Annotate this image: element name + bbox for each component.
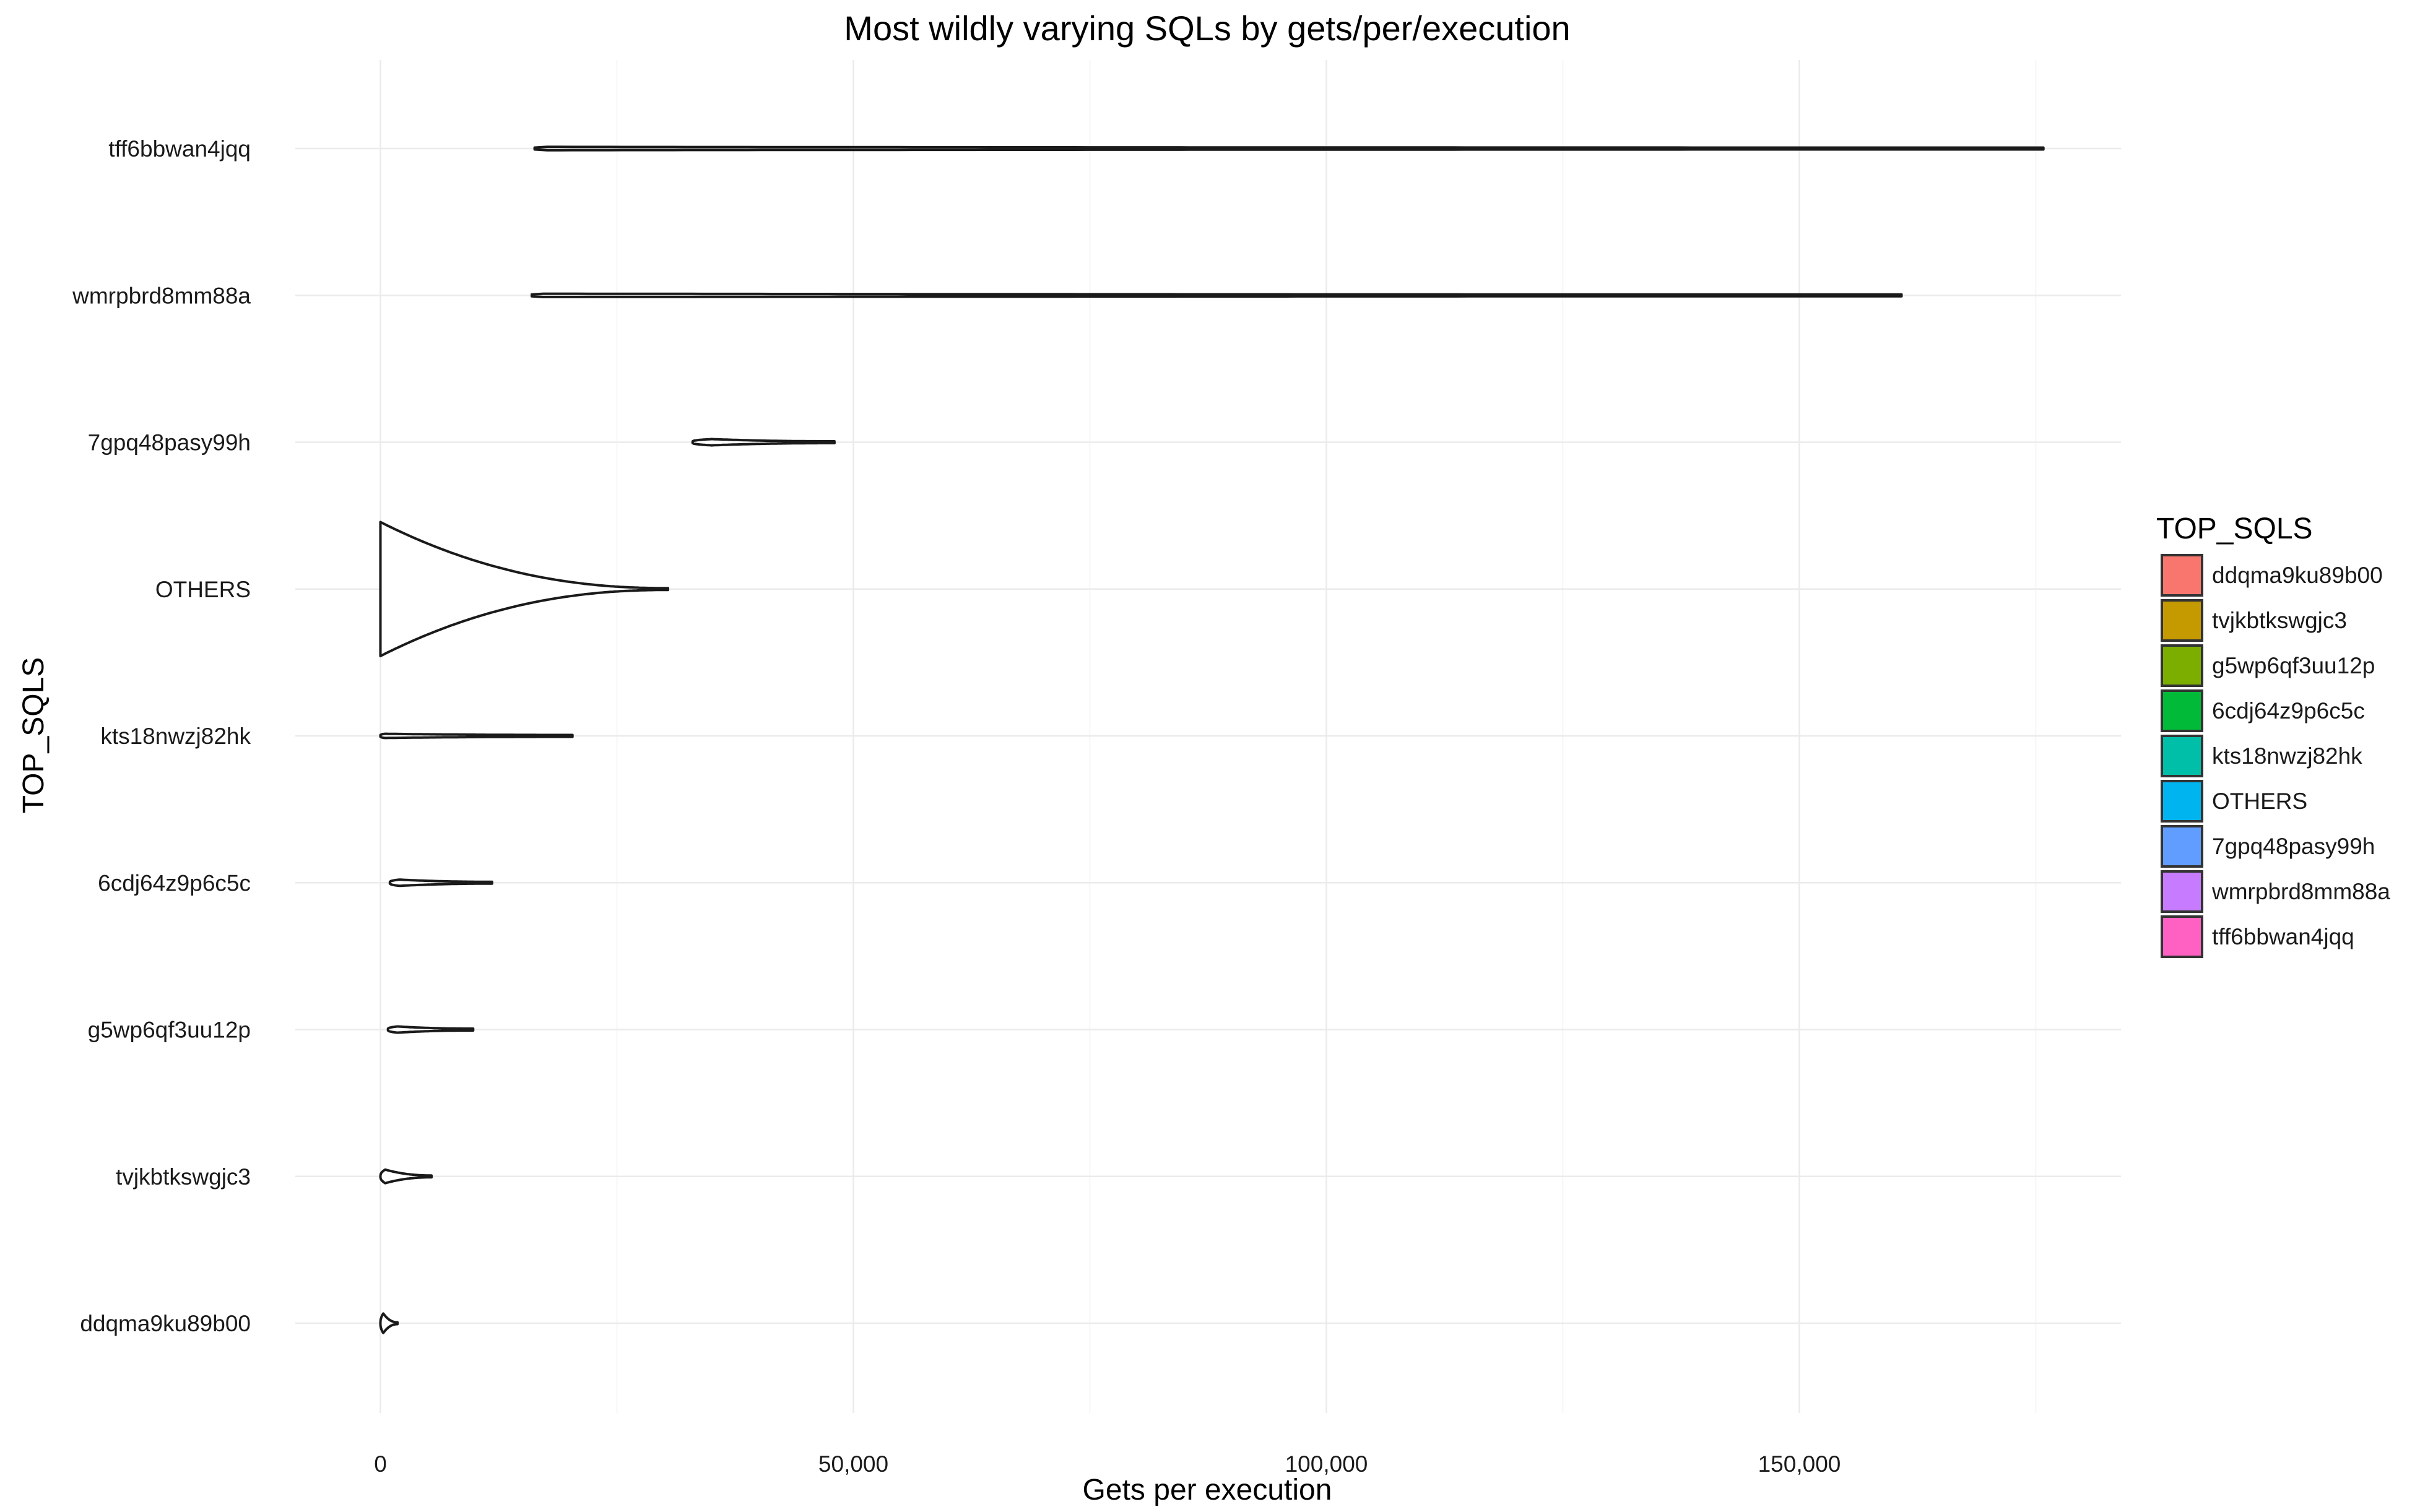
- legend-label: 6cdj64z9p6c5c: [2212, 698, 2365, 724]
- legend-label: wmrpbrd8mm88a: [2211, 879, 2390, 904]
- y-tick-label: 6cdj64z9p6c5c: [98, 870, 251, 896]
- legend: TOP_SQLS ddqma9ku89b00 tvjkbtkswgjc3 g5wp6…: [2156, 512, 2390, 958]
- legend-key-wmrpbrd8mm88a: [2161, 870, 2203, 913]
- legend-key-OTHERS: [2161, 780, 2203, 823]
- legend-key-kts18nwzj82hk: [2161, 735, 2203, 777]
- x-axis-title: Gets per execution: [1083, 1474, 1332, 1506]
- violin-6cdj64z9p6c5c: [388, 878, 493, 888]
- legend-key-6cdj64z9p6c5c: [2161, 689, 2203, 732]
- legend-label: kts18nwzj82hk: [2212, 743, 2362, 769]
- y-tick-label: tvjkbtkswgjc3: [116, 1164, 251, 1190]
- x-axis-tick-labels: 0 50,000 100,000 150,000: [374, 1451, 1841, 1477]
- legend-label: g5wp6qf3uu12p: [2212, 653, 2375, 678]
- y-axis-tick-labels: tff6bbwan4jqq wmrpbrd8mm88a 7gpq48pasy99h O…: [72, 136, 251, 1336]
- violins: [379, 145, 2045, 1334]
- legend-title: TOP_SQLS: [2156, 512, 2313, 545]
- legend-key-ddqma9ku89b00: [2161, 554, 2203, 597]
- y-tick-label: g5wp6qf3uu12p: [88, 1017, 251, 1043]
- y-tick-label: kts18nwzj82hk: [100, 724, 251, 749]
- x-tick-label: 0: [374, 1451, 387, 1477]
- legend-key-g5wp6qf3uu12p: [2161, 644, 2203, 687]
- y-tick-label: tff6bbwan4jqq: [108, 136, 251, 162]
- y-tick-label: ddqma9ku89b00: [80, 1311, 251, 1336]
- y-axis-title: TOP_SQLS: [17, 657, 50, 814]
- legend-label: ddqma9ku89b00: [2212, 563, 2383, 588]
- y-tick-label: wmrpbrd8mm88a: [72, 283, 251, 308]
- violin-kts18nwzj82hk: [379, 732, 574, 740]
- legend-label: tvjkbtkswgjc3: [2212, 608, 2347, 633]
- y-tick-label: OTHERS: [155, 577, 251, 602]
- violin-wmrpbrd8mm88a: [531, 292, 1903, 298]
- violin-7gpq48pasy99h: [691, 438, 836, 447]
- legend-key-7gpq48pasy99h: [2161, 825, 2203, 868]
- legend-label: tff6bbwan4jqq: [2212, 924, 2354, 949]
- x-tick-label: 50,000: [818, 1451, 888, 1477]
- violin-OTHERS: [379, 521, 669, 657]
- legend-label: OTHERS: [2212, 788, 2307, 814]
- violin-tvjkbtkswgjc3: [379, 1168, 433, 1185]
- violin-tff6bbwan4jqq: [533, 145, 2045, 152]
- x-tick-label: 150,000: [1758, 1451, 1841, 1477]
- legend-key-tff6bbwan4jqq: [2161, 915, 2203, 958]
- violin-ddqma9ku89b00: [379, 1312, 399, 1334]
- legend-items: ddqma9ku89b00 tvjkbtkswgjc3 g5wp6qf3uu12p 6…: [2161, 554, 2390, 958]
- x-tick-label: 100,000: [1285, 1451, 1368, 1477]
- legend-label: 7gpq48pasy99h: [2212, 834, 2375, 859]
- chart-title: Most wildly varying SQLs by gets/per/exe…: [844, 9, 1570, 48]
- y-tick-label: 7gpq48pasy99h: [88, 430, 251, 456]
- violin-g5wp6qf3uu12p: [386, 1025, 475, 1034]
- legend-key-tvjkbtkswgjc3: [2161, 599, 2203, 642]
